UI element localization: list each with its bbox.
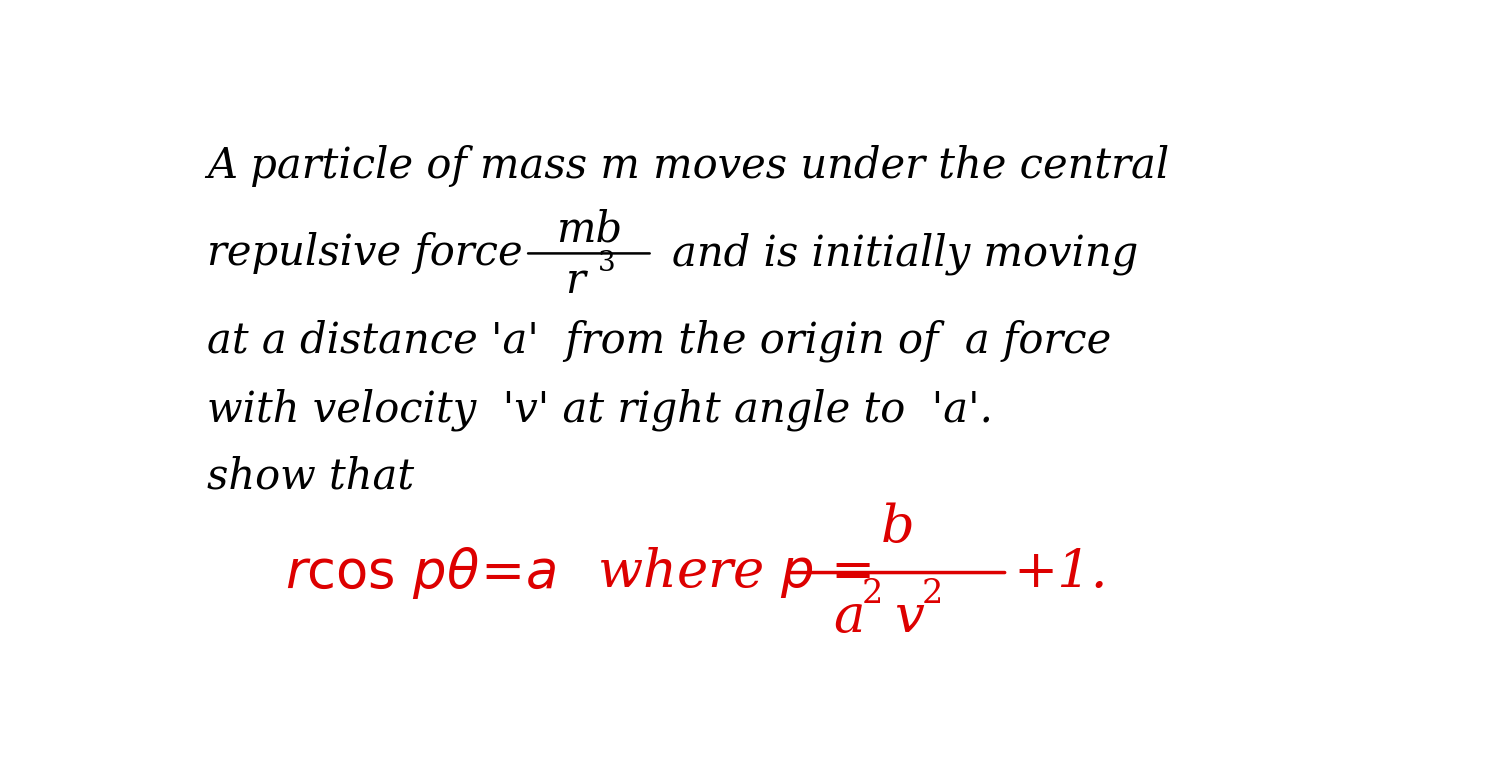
Text: where $p$ =: where $p$ = [597, 545, 871, 600]
Text: +1.: +1. [1013, 547, 1107, 598]
Text: at a distance 'a'  from the origin of  a force: at a distance 'a' from the origin of a f… [207, 320, 1112, 362]
Text: 3: 3 [597, 250, 615, 277]
Text: mb: mb [557, 208, 622, 250]
Text: 2: 2 [922, 578, 943, 610]
Text: A particle of mass m moves under the central: A particle of mass m moves under the cen… [207, 145, 1170, 187]
Text: v: v [894, 592, 924, 644]
Text: repulsive force: repulsive force [207, 232, 522, 274]
Text: $r\cos\, p\theta\!=\!a$: $r\cos\, p\theta\!=\!a$ [285, 544, 557, 601]
Text: show that: show that [207, 455, 415, 497]
Text: r: r [565, 260, 585, 302]
Text: and is initially moving: and is initially moving [671, 232, 1138, 274]
Text: b: b [880, 502, 915, 553]
Text: with velocity  'v' at right angle to  'a'.: with velocity 'v' at right angle to 'a'. [207, 389, 994, 431]
Text: a: a [834, 592, 865, 644]
Text: 2: 2 [861, 578, 883, 610]
